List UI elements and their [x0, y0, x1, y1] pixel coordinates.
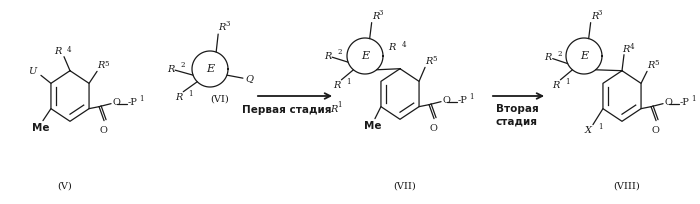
Text: Первая стадия: Первая стадия — [242, 105, 332, 115]
Text: 2: 2 — [180, 61, 185, 69]
Text: R: R — [372, 12, 379, 21]
Text: (VIII): (VIII) — [614, 182, 640, 191]
Text: 1: 1 — [598, 123, 603, 131]
Text: 3: 3 — [379, 9, 383, 17]
Text: Вторая
стадия: Вторая стадия — [496, 104, 538, 126]
Text: 5: 5 — [432, 55, 437, 63]
Text: 4: 4 — [402, 41, 407, 49]
Text: (VI): (VI) — [211, 94, 230, 103]
Text: E: E — [361, 51, 369, 61]
Text: X: X — [585, 126, 592, 135]
Text: O: O — [664, 98, 672, 107]
Text: (V): (V) — [57, 182, 72, 191]
Text: R: R — [97, 61, 104, 70]
Text: R: R — [647, 61, 655, 70]
Text: 4: 4 — [67, 46, 71, 54]
Text: R: R — [218, 23, 225, 32]
Text: 1: 1 — [469, 93, 474, 101]
Text: R: R — [175, 93, 182, 102]
Text: Me: Me — [364, 121, 382, 131]
Text: R: R — [622, 45, 629, 54]
Text: 3: 3 — [598, 9, 602, 17]
Text: 1: 1 — [691, 95, 696, 103]
Text: Q: Q — [245, 74, 253, 83]
Text: R: R — [323, 52, 331, 61]
Text: 4: 4 — [630, 43, 634, 51]
Text: -P: -P — [458, 96, 468, 105]
Text: R: R — [389, 43, 396, 52]
Text: 5: 5 — [654, 59, 659, 67]
Text: R: R — [167, 65, 174, 74]
Text: R: R — [545, 53, 552, 62]
Text: R: R — [330, 105, 337, 114]
Text: O: O — [651, 126, 659, 135]
Text: E: E — [206, 64, 214, 74]
Text: 5: 5 — [104, 60, 108, 68]
Text: 1: 1 — [566, 78, 570, 86]
Text: O: O — [442, 96, 450, 105]
Text: 2: 2 — [558, 50, 562, 58]
Text: O: O — [99, 126, 107, 135]
Text: 2: 2 — [337, 48, 342, 56]
Text: -P: -P — [680, 98, 690, 107]
Text: 1: 1 — [188, 90, 193, 98]
Text: 3: 3 — [225, 20, 230, 28]
Text: R: R — [55, 47, 62, 56]
Text: O: O — [429, 124, 437, 133]
Text: 1: 1 — [139, 95, 144, 103]
Text: O: O — [112, 98, 120, 107]
Text: R: R — [552, 81, 559, 90]
Text: 1: 1 — [337, 101, 342, 109]
Text: E: E — [580, 51, 588, 61]
Text: -P: -P — [128, 98, 138, 107]
Text: U: U — [28, 67, 36, 76]
Text: 1: 1 — [346, 78, 351, 86]
Text: R: R — [591, 12, 598, 21]
Text: Me: Me — [32, 123, 50, 133]
Text: R: R — [333, 81, 340, 90]
Text: R: R — [425, 57, 433, 66]
Text: (VII): (VII) — [393, 182, 416, 191]
